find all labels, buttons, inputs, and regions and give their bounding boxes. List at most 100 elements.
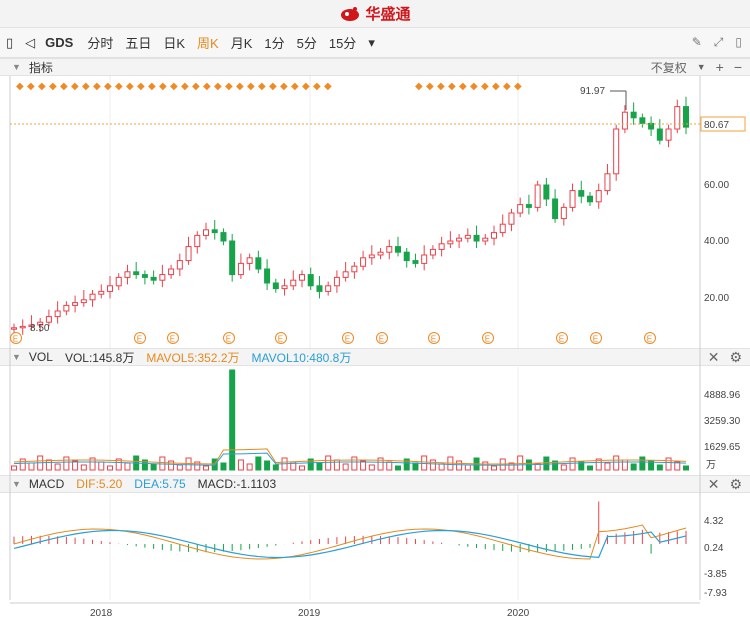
tab-daily[interactable]: 日K — [163, 36, 186, 51]
event-marker[interactable]: ◆ — [514, 81, 522, 92]
earnings-marker[interactable]: E — [556, 332, 568, 344]
minus-icon[interactable]: − — [733, 59, 742, 75]
adjust-label[interactable]: 不复权 — [650, 60, 687, 75]
event-marker[interactable]: ◆ — [16, 81, 24, 92]
event-marker[interactable]: ◆ — [426, 81, 434, 92]
event-marker[interactable]: ◆ — [49, 81, 57, 92]
back-icon[interactable]: ◁ — [25, 34, 36, 50]
earnings-marker[interactable]: E — [10, 332, 22, 344]
event-marker[interactable]: ◆ — [126, 81, 134, 92]
event-marker[interactable]: ◆ — [269, 81, 277, 92]
tab-5min[interactable]: 5分 — [296, 36, 317, 51]
tab-weekly[interactable]: 周K — [197, 36, 219, 51]
event-marker[interactable]: ◆ — [291, 81, 299, 92]
x-label-2020: 2020 — [507, 608, 530, 619]
event-marker[interactable]: ◆ — [236, 81, 244, 92]
close-icon[interactable]: ✕ — [707, 475, 720, 492]
event-marker[interactable]: ◆ — [104, 81, 112, 92]
volume-bar — [246, 463, 253, 471]
tab-1min[interactable]: 1分 — [264, 36, 285, 51]
event-marker[interactable]: ◆ — [302, 81, 310, 92]
event-marker[interactable]: ◆ — [481, 81, 489, 92]
event-marker[interactable]: ◆ — [192, 81, 200, 92]
tab-intraday[interactable]: 分时 — [87, 36, 114, 51]
panel-toggle-icon[interactable]: ▯ — [735, 35, 742, 49]
close-icon[interactable]: ✕ — [707, 348, 720, 365]
earnings-marker[interactable]: E — [590, 332, 602, 344]
chevron-down-icon[interactable]: ▾ — [368, 34, 375, 50]
event-marker[interactable]: ◆ — [38, 81, 46, 92]
event-marker[interactable]: ◆ — [203, 81, 211, 92]
event-marker[interactable]: ◆ — [415, 81, 423, 92]
event-marker[interactable]: ◆ — [247, 81, 255, 92]
event-marker[interactable]: ◆ — [470, 81, 478, 92]
candle-body — [342, 271, 349, 278]
current-price-label: 80.67 — [704, 120, 729, 131]
vol-name[interactable]: VOL — [28, 350, 53, 364]
chevron-down-icon[interactable]: ▼ — [12, 62, 21, 72]
earnings-marker[interactable]: E — [167, 332, 179, 344]
candle — [11, 323, 17, 334]
pencil-icon[interactable]: ✎ — [691, 35, 702, 49]
event-marker[interactable]: ◆ — [93, 81, 101, 92]
fullscreen-icon[interactable]: ⤢ — [713, 35, 724, 49]
earnings-marker[interactable]: E — [644, 332, 656, 344]
event-marker[interactable]: ◆ — [214, 81, 222, 92]
event-marker[interactable]: ◆ — [82, 81, 90, 92]
event-marker[interactable]: ◆ — [225, 81, 233, 92]
earnings-marker[interactable]: E — [428, 332, 440, 344]
volume-bars — [11, 369, 689, 471]
candle-body — [395, 246, 401, 253]
tab-15min[interactable]: 15分 — [328, 36, 357, 51]
gear-icon[interactable]: ⚙ — [729, 348, 742, 365]
event-marker[interactable]: ◆ — [313, 81, 321, 92]
event-marker[interactable]: ◆ — [148, 81, 156, 92]
event-marker[interactable]: ◆ — [448, 81, 456, 92]
event-marker[interactable]: ◆ — [27, 81, 35, 92]
chevron-down-icon[interactable]: ▼ — [696, 62, 706, 72]
event-marker[interactable]: ◆ — [159, 81, 167, 92]
event-marker[interactable]: ◆ — [115, 81, 123, 92]
earnings-marker[interactable]: E — [134, 332, 146, 344]
symbol-label[interactable]: GDS — [45, 35, 74, 50]
event-marker[interactable]: ◆ — [280, 81, 288, 92]
gear-icon[interactable]: ⚙ — [729, 475, 742, 492]
volume-bar — [368, 464, 375, 471]
candle — [203, 222, 209, 240]
event-marker[interactable]: ◆ — [459, 81, 467, 92]
macd-name[interactable]: MACD — [28, 477, 65, 491]
event-marker[interactable]: ◆ — [137, 81, 145, 92]
candle — [429, 245, 436, 260]
tab-five-day[interactable]: 五日 — [125, 36, 152, 51]
event-marker[interactable]: ◆ — [492, 81, 500, 92]
event-marker[interactable]: ◆ — [258, 81, 266, 92]
event-marker[interactable]: ◆ — [170, 81, 178, 92]
event-marker[interactable]: ◆ — [503, 81, 511, 92]
earnings-marker[interactable]: E — [376, 332, 388, 344]
candle-body — [37, 321, 44, 326]
volume-bar — [124, 462, 131, 471]
event-marker[interactable]: ◆ — [71, 81, 79, 92]
chevron-down-icon[interactable]: ▼ — [12, 479, 21, 489]
candle-body — [150, 276, 157, 281]
tab-monthly[interactable]: 月K — [230, 36, 253, 51]
volume-bar — [281, 457, 288, 471]
drawing-tools-icon[interactable]: ▯ — [6, 34, 14, 50]
candle — [604, 164, 611, 195]
earnings-marker[interactable]: E — [342, 332, 354, 344]
price-tick-40: 40.00 — [704, 236, 729, 247]
event-marker[interactable]: ◆ — [437, 81, 445, 92]
volume-bar — [499, 458, 506, 471]
event-marker[interactable]: ◆ — [60, 81, 68, 92]
chevron-down-icon[interactable]: ▼ — [12, 352, 21, 362]
event-marker[interactable]: ◆ — [181, 81, 189, 92]
plus-icon[interactable]: + — [715, 59, 724, 75]
volume-bar — [72, 460, 79, 471]
earnings-marker[interactable]: E — [482, 332, 494, 344]
candle-body — [98, 290, 105, 295]
event-marker[interactable]: ◆ — [324, 81, 332, 92]
earnings-marker[interactable]: E — [223, 332, 235, 344]
indicator-label[interactable]: 指标 — [28, 60, 53, 75]
earnings-marker[interactable]: E — [275, 332, 287, 344]
